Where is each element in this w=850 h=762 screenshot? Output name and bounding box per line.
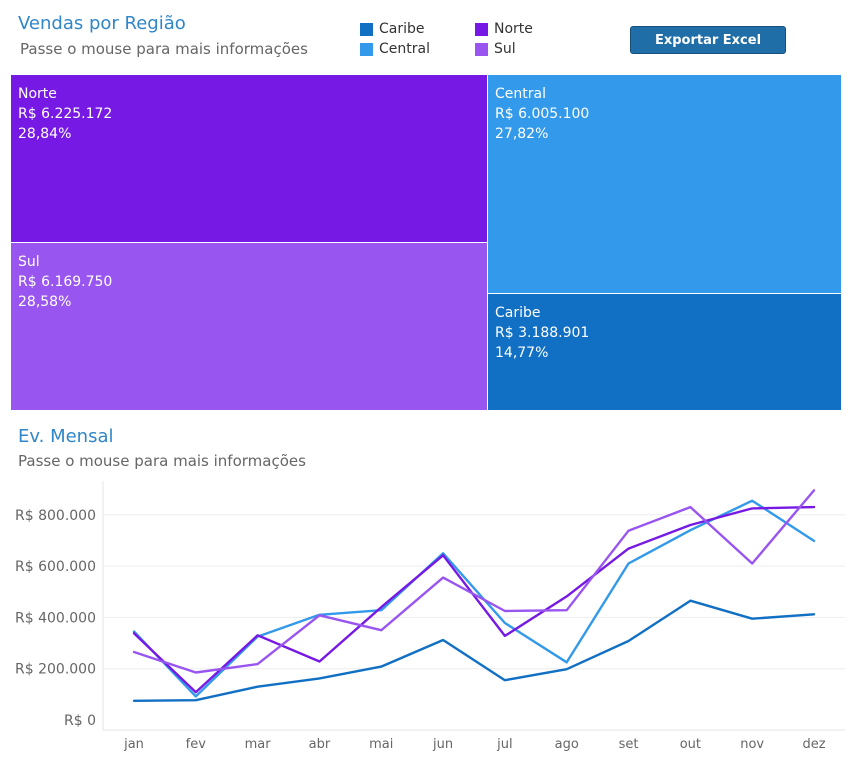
y-tick-label: R$ 200.000: [15, 662, 96, 678]
treemap-tile-sul[interactable]: Sul R$ 6.169.750 28,58%: [11, 243, 487, 410]
x-tick-label: fev: [186, 737, 207, 752]
tile-value: R$ 6.169.750: [18, 274, 113, 290]
line-chart-subtitle: Passe o mouse para mais informações: [18, 452, 306, 470]
treemap-subtitle: Passe o mouse para mais informações: [20, 40, 308, 58]
legend-item-central[interactable]: Central: [360, 41, 430, 57]
legend-label-sul: Sul: [494, 41, 516, 57]
series-line-central[interactable]: [132, 499, 816, 698]
tile-name: Central: [495, 86, 546, 102]
tile-percent: 27,82%: [495, 126, 549, 142]
tile-value: R$ 3.188.901: [495, 325, 590, 341]
x-tick-label: out: [680, 737, 701, 752]
y-tick-label: R$ 600.000: [15, 559, 96, 575]
tile-name: Caribe: [495, 305, 541, 321]
export-excel-button[interactable]: Exportar Excel: [630, 26, 786, 54]
tile-value: R$ 6.225.172: [18, 106, 113, 122]
legend-item-caribe[interactable]: Caribe: [360, 21, 425, 37]
x-tick-label: jan: [123, 737, 144, 752]
treemap-title: Vendas por Região: [18, 13, 186, 34]
legend-item-sul[interactable]: Sul: [475, 41, 516, 57]
tile-name: Norte: [18, 86, 57, 102]
legend-swatch-caribe: [360, 22, 373, 36]
legend-label-central: Central: [379, 41, 430, 57]
x-tick-label: jun: [432, 737, 453, 752]
x-tick-label: nov: [740, 737, 764, 752]
legend-swatch-sul: [475, 42, 488, 56]
series-line-norte[interactable]: [132, 505, 816, 694]
x-tick-label: mar: [245, 737, 272, 752]
legend-swatch-norte: [475, 22, 488, 36]
series-line-caribe[interactable]: [132, 599, 816, 702]
tile-value: R$ 6.005.100: [495, 106, 590, 122]
tile-percent: 28,84%: [18, 126, 72, 142]
x-tick-label: dez: [802, 737, 825, 752]
legend-label-caribe: Caribe: [379, 21, 425, 37]
legend-label-norte: Norte: [494, 21, 533, 37]
line-chart-title: Ev. Mensal: [18, 426, 114, 447]
y-tick-label: R$ 800.000: [15, 508, 96, 524]
legend-item-norte[interactable]: Norte: [475, 21, 533, 37]
x-tick-label: ago: [555, 737, 579, 752]
treemap-tile-caribe[interactable]: Caribe R$ 3.188.901 14,77%: [488, 294, 841, 410]
legend-swatch-central: [360, 42, 373, 56]
x-tick-label: jul: [496, 737, 512, 752]
treemap-tile-central[interactable]: Central R$ 6.005.100 27,82%: [488, 75, 841, 293]
x-tick-label: abr: [309, 737, 331, 752]
y-tick-label: R$ 0: [64, 713, 96, 729]
tile-percent: 28,58%: [18, 294, 72, 310]
x-tick-label: set: [619, 737, 639, 752]
tile-name: Sul: [18, 254, 40, 270]
series-line-sul[interactable]: [132, 489, 816, 674]
y-tick-label: R$ 400.000: [15, 610, 96, 626]
x-tick-label: mai: [369, 737, 393, 752]
treemap-tile-norte[interactable]: Norte R$ 6.225.172 28,84%: [11, 75, 487, 242]
tile-percent: 14,77%: [495, 345, 549, 361]
